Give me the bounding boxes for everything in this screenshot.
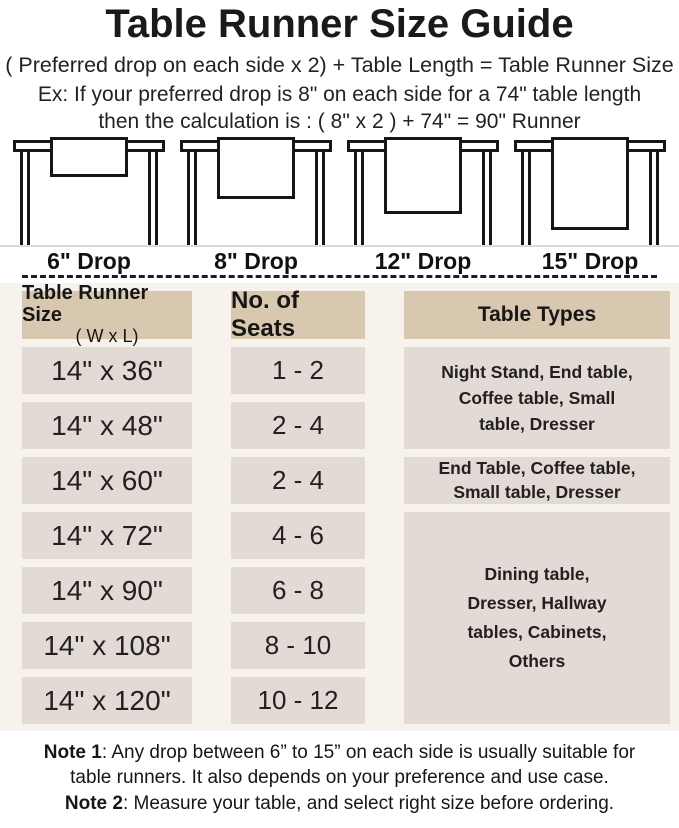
header-runner-size-title: Table Runner Size (22, 282, 149, 327)
page-title: Table Runner Size Guide (105, 2, 574, 46)
note-1-label: Note 1 (43, 742, 102, 763)
seats-cell: 4 - 6 (231, 512, 365, 559)
table-types-cell-small: Night Stand, End table, Coffee table, Sm… (404, 347, 670, 449)
size-cell: 14" x 60" (22, 457, 192, 504)
runner-illustration (217, 137, 295, 199)
table-types-cell-large: Dining table, Dresser, Hallway tables, C… (404, 512, 670, 724)
note-2-label: Note 2 (64, 792, 123, 814)
note-1-text-line-2: table runners. It also depends on your p… (70, 767, 609, 789)
table-leg (354, 152, 357, 245)
drop-label-12: 12" Drop (374, 247, 472, 274)
table-figure-8-drop (180, 137, 332, 245)
size-table: Table Runner Size ( W x L) No. of Seats … (22, 282, 679, 724)
table-leg (489, 152, 492, 245)
runner-illustration (551, 137, 629, 230)
footer-notes: Note 1: Any drop between 6” to 15” on ea… (0, 731, 679, 816)
size-cell: 14" x 48" (22, 402, 192, 449)
example-line-2: then the calculation is : ( 8" x 2 ) + 7… (98, 110, 581, 133)
note-1-text-line-1: : Any drop between 6” to 15” on each sid… (101, 742, 636, 763)
table-leg (155, 152, 158, 245)
table-leg (315, 152, 318, 245)
table-leg (194, 152, 197, 245)
note-1: Note 1: Any drop between 6” to 15” on ea… (6, 740, 673, 791)
seats-cell: 10 - 12 (231, 677, 365, 724)
header-types: Table Types (404, 291, 670, 339)
size-cell: 14" x 108" (22, 622, 192, 669)
table-types-cell-medium: End Table, Coffee table, Small table, Dr… (404, 457, 670, 504)
runner-illustration (384, 137, 462, 214)
table-figure-6-drop (13, 137, 165, 245)
dashed-divider (22, 275, 657, 278)
drop-label-15: 15" Drop (541, 247, 639, 274)
table-leg (521, 152, 524, 245)
size-cell: 14" x 120" (22, 677, 192, 724)
seats-cell: 1 - 2 (231, 347, 365, 394)
size-cell: 14" x 90" (22, 567, 192, 614)
table-leg (148, 152, 151, 245)
divider-line (0, 245, 679, 247)
drop-label-8: 8" Drop (214, 247, 298, 274)
seats-cell: 8 - 10 (231, 622, 365, 669)
table-leg (649, 152, 652, 245)
table-leg (482, 152, 485, 245)
size-table-section: Table Runner Size ( W x L) No. of Seats … (0, 282, 679, 731)
seats-cell: 2 - 4 (231, 457, 365, 504)
size-cell: 14" x 36" (22, 347, 192, 394)
runner-illustration (50, 137, 128, 177)
table-figure-12-drop (347, 137, 499, 245)
header-runner-size: Table Runner Size ( W x L) (22, 282, 192, 346)
table-leg (656, 152, 659, 245)
seats-cell: 6 - 8 (231, 567, 365, 614)
drop-label-6: 6" Drop (47, 247, 131, 274)
seats-cell: 2 - 4 (231, 402, 365, 449)
example-line-1: Ex: If your preferred drop is 8" on each… (37, 83, 642, 106)
header-runner-size-sub: ( W x L) (75, 326, 139, 347)
drop-labels-row: 6" Drop 8" Drop 12" Drop 15" Drop (0, 247, 679, 275)
size-cell: 14" x 72" (22, 512, 192, 559)
formula-text: ( Preferred drop on each side x 2) + Tab… (5, 53, 674, 77)
header-seats: No. of Seats (231, 287, 365, 342)
note-2-text: : Measure your table, and select right s… (122, 792, 615, 814)
table-leg (361, 152, 364, 245)
table-leg (528, 152, 531, 245)
table-figure-15-drop (514, 137, 666, 245)
table-leg (20, 152, 23, 245)
note-2: Note 2: Measure your table, and select r… (6, 791, 673, 816)
table-leg (322, 152, 325, 245)
table-leg (187, 152, 190, 245)
table-illustrations (0, 137, 679, 245)
table-leg (27, 152, 30, 245)
